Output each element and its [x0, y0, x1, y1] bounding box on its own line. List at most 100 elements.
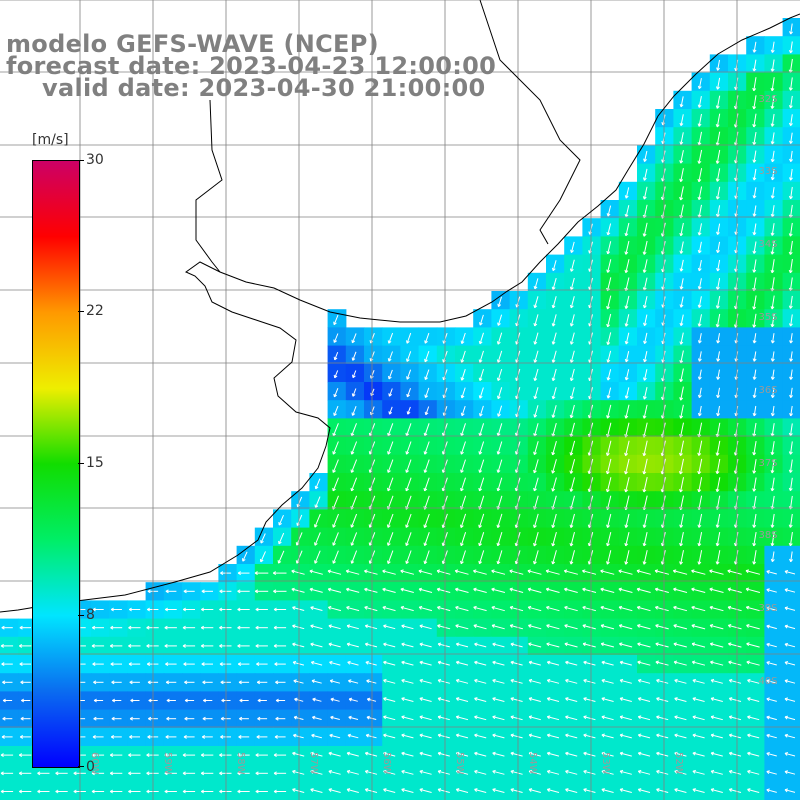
wind-arrow	[569, 440, 576, 456]
colorbar-tick-label: 0	[86, 759, 95, 775]
wind-arrow	[643, 350, 648, 363]
wind-arrow	[642, 531, 648, 547]
wind-arrow	[679, 241, 684, 254]
wind-arrow	[332, 441, 339, 455]
wind-arrow	[563, 569, 578, 575]
wind-arrow	[605, 440, 612, 456]
wind-arrow	[551, 387, 557, 400]
wind-arrow	[383, 678, 396, 684]
wind-arrow	[642, 550, 648, 565]
wind-arrow	[314, 496, 321, 509]
wind-arrow	[770, 241, 775, 255]
wind-arrow	[710, 697, 723, 702]
wind-arrow	[496, 477, 503, 492]
wind-arrow	[383, 715, 396, 721]
wind-arrow	[242, 551, 248, 562]
wind-arrow	[478, 477, 485, 492]
wind-arrow	[697, 369, 702, 380]
wind-arrow	[474, 642, 487, 648]
wind-arrow	[405, 441, 412, 455]
wind-arrow	[606, 531, 612, 547]
wind-arrow	[624, 295, 630, 309]
wind-arrow	[606, 259, 612, 273]
wind-arrow	[533, 368, 539, 381]
wind-arrow	[716, 241, 721, 254]
wind-arrow	[201, 589, 213, 594]
wind-arrow	[260, 533, 266, 544]
wind-arrow	[715, 95, 721, 109]
wind-arrow	[419, 660, 432, 666]
wind-arrow	[478, 513, 485, 528]
wind-arrow	[346, 605, 360, 612]
wind-arrow	[91, 643, 105, 648]
wind-arrow	[679, 386, 684, 401]
wind-arrow	[364, 587, 378, 593]
wind-arrow	[643, 369, 648, 381]
wind-arrow	[387, 423, 394, 437]
wind-arrow	[364, 624, 378, 630]
wind-arrow	[642, 386, 648, 400]
wind-arrow	[618, 605, 633, 612]
wind-arrow	[19, 662, 31, 667]
wind-arrow	[400, 569, 415, 575]
wind-arrow	[491, 569, 506, 575]
wind-arrow	[637, 678, 651, 684]
wind-arrow	[679, 296, 684, 308]
wind-arrow	[606, 205, 612, 217]
wind-arrow	[716, 333, 721, 344]
wind-arrow	[745, 605, 760, 612]
wind-arrow	[111, 680, 122, 685]
wind-arrow	[715, 532, 721, 547]
wind-arrow	[788, 477, 793, 492]
wind-arrow	[333, 333, 339, 343]
wind-arrow	[351, 333, 357, 344]
wind-arrow	[184, 716, 195, 721]
wind-arrow	[624, 240, 630, 255]
wind-arrow	[310, 660, 323, 666]
wind-arrow	[746, 624, 760, 630]
wind-arrow	[569, 259, 575, 272]
wind-arrow	[129, 680, 140, 685]
wind-arrow	[219, 643, 232, 648]
latitude-label: 33S	[758, 166, 777, 177]
wind-arrow	[606, 513, 612, 528]
wind-arrow	[582, 569, 597, 575]
wind-arrow	[314, 478, 321, 490]
wind-arrow	[350, 459, 358, 473]
wind-arrow	[636, 587, 651, 593]
wind-arrow	[130, 698, 140, 703]
wind-arrow	[350, 513, 358, 528]
colorbar-tick-mark	[78, 160, 84, 161]
wind-arrow	[93, 698, 104, 703]
wind-arrow	[387, 550, 394, 564]
wind-arrow	[770, 259, 775, 274]
wind-arrow	[2, 680, 13, 685]
wind-arrow	[642, 186, 648, 200]
wind-arrow	[346, 642, 359, 648]
wind-arrow	[406, 369, 412, 380]
wind-arrow	[405, 477, 412, 492]
wind-arrow	[383, 642, 396, 648]
wind-arrow	[697, 168, 703, 183]
wind-arrow	[715, 278, 721, 290]
wind-arrow	[460, 350, 466, 363]
wind-arrow	[128, 625, 141, 630]
wind-arrow	[496, 423, 503, 437]
wind-arrow	[166, 698, 176, 703]
wind-arrow	[405, 513, 412, 528]
wind-arrow	[406, 406, 411, 415]
wind-arrow	[716, 369, 721, 380]
wind-arrow	[624, 404, 630, 419]
wind-arrow	[497, 296, 502, 308]
wind-arrow	[551, 277, 557, 290]
wind-arrow	[624, 513, 630, 528]
wind-arrow	[510, 678, 523, 684]
wind-arrow	[528, 642, 542, 648]
wind-arrow	[455, 587, 469, 593]
wind-arrow	[601, 660, 614, 666]
wind-arrow	[770, 333, 775, 344]
wind-arrow	[423, 459, 430, 473]
wind-arrow	[601, 678, 614, 684]
wind-arrow	[752, 59, 757, 72]
wind-arrow	[110, 607, 122, 612]
